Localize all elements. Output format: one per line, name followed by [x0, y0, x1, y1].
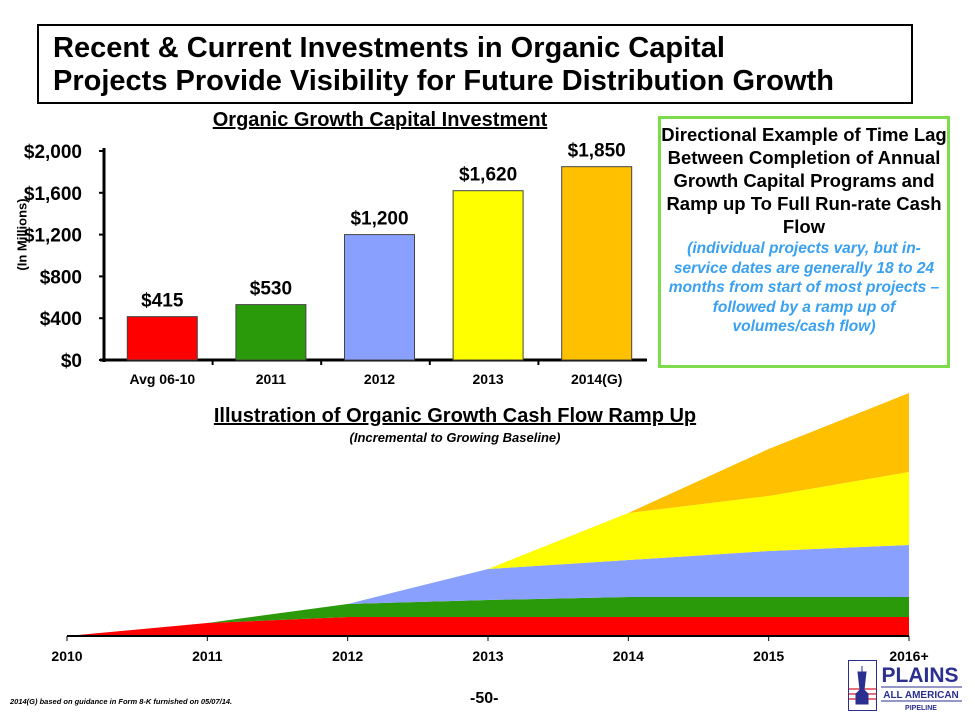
- logo-line-3: PIPELINE: [905, 705, 937, 712]
- x-tick-label: 2011: [256, 371, 287, 387]
- x-tick-label: 2014(G): [571, 371, 622, 387]
- x-tick-label: 2013: [472, 648, 503, 664]
- bar-data-label: $1,620: [459, 165, 517, 186]
- y-tick-label: $800: [40, 267, 82, 288]
- logo-line-1: PLAINS: [881, 664, 958, 687]
- area-chart: 2010 2011 2012 2013 2014 2015 2016+: [51, 393, 929, 664]
- x-tick-label: 2012: [332, 648, 363, 664]
- plains-logo: PLAINS ALL AMERICAN PIPELINE: [848, 660, 964, 712]
- area-chart-title: Illustration of Organic Growth Cash Flow…: [213, 405, 697, 427]
- x-tick-label: 2012: [364, 371, 395, 387]
- title-line-2: Projects Provide Visibility for Future D…: [53, 65, 834, 97]
- area-layer-1: [67, 617, 909, 636]
- bar-2014-g-: [561, 166, 633, 361]
- x-tick-label: 2011: [192, 648, 223, 664]
- bar-data-label: $530: [250, 279, 292, 300]
- area-layer-2: [67, 597, 909, 636]
- y-tick-label: $1,600: [24, 184, 82, 205]
- x-tick-label: 2013: [473, 371, 504, 387]
- bar-data-label: $415: [141, 291, 184, 312]
- bar-avg-06-10: [126, 316, 198, 361]
- bar-2012: [344, 234, 415, 361]
- bar-2013: [452, 190, 524, 361]
- bar-chart-title: Organic Growth Capital Investment: [212, 109, 548, 131]
- callout-note: (individual projects vary, but in-servic…: [668, 240, 940, 335]
- callout-heading: Directional Example of Time Lag Between …: [661, 124, 947, 237]
- area-layer-3: [67, 545, 909, 636]
- x-tick-label: 2015: [753, 648, 784, 664]
- y-tick-label: $2,000: [24, 142, 82, 163]
- footnote: 2014(G) based on guidance in Form 8-K fu…: [10, 697, 233, 706]
- x-tick-label: 2014: [613, 648, 644, 664]
- area-chart-subtitle: (Incremental to Growing Baseline): [349, 430, 561, 445]
- area-layer-4: [67, 472, 909, 636]
- y-tick-label: $1,200: [24, 226, 82, 247]
- title-line-1: Recent & Current Investments in Organic …: [53, 32, 725, 64]
- x-tick-label: 2016+: [889, 648, 928, 664]
- bar-data-label: $1,200: [350, 209, 408, 230]
- x-tick-label: 2010: [51, 648, 82, 664]
- time-lag-callout: Directional Example of Time Lag Between …: [658, 116, 950, 368]
- y-tick-label: $400: [40, 309, 82, 330]
- y-tick-label: $0: [61, 351, 82, 372]
- slide-title: Recent & Current Investments in Organic …: [37, 24, 913, 104]
- bar-data-label: $1,850: [568, 141, 626, 162]
- bar-chart: $0 $400 $800 $1,200 $1,600 $2,000 $415 Avg 06-1…: [24, 141, 647, 387]
- x-tick-label: Avg 06-10: [129, 371, 195, 387]
- page-number: -50-: [470, 690, 499, 707]
- bar-2011: [235, 304, 307, 361]
- logo-line-2: ALL AMERICAN: [883, 690, 959, 701]
- derrick-logo-icon: PLAINS ALL AMERICAN PIPELINE: [848, 660, 962, 712]
